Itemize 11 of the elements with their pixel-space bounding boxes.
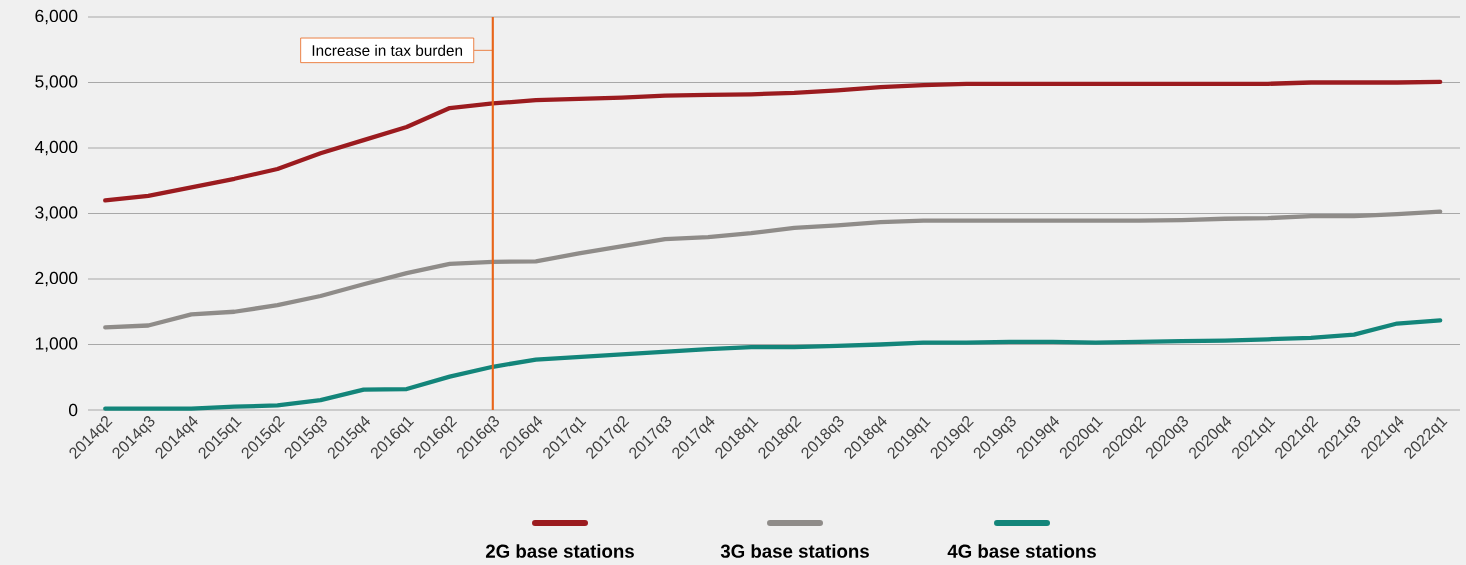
legend-label: 2G base stations bbox=[485, 544, 634, 558]
y-tick-label: 3,000 bbox=[35, 206, 78, 221]
legend-label: 4G base stations bbox=[947, 544, 1096, 558]
y-tick-label: 2,000 bbox=[35, 271, 78, 287]
y-tick-label: 0 bbox=[68, 403, 78, 417]
y-tick-label: 6,000 bbox=[35, 9, 78, 25]
y-tick-label: 5,000 bbox=[35, 75, 78, 90]
legend-label: 3G base stations bbox=[720, 544, 869, 558]
y-tick-label: 1,000 bbox=[35, 337, 78, 352]
y-tick-label: 4,000 bbox=[34, 140, 78, 156]
ref-line-label: Increase in tax burden bbox=[312, 44, 463, 56]
